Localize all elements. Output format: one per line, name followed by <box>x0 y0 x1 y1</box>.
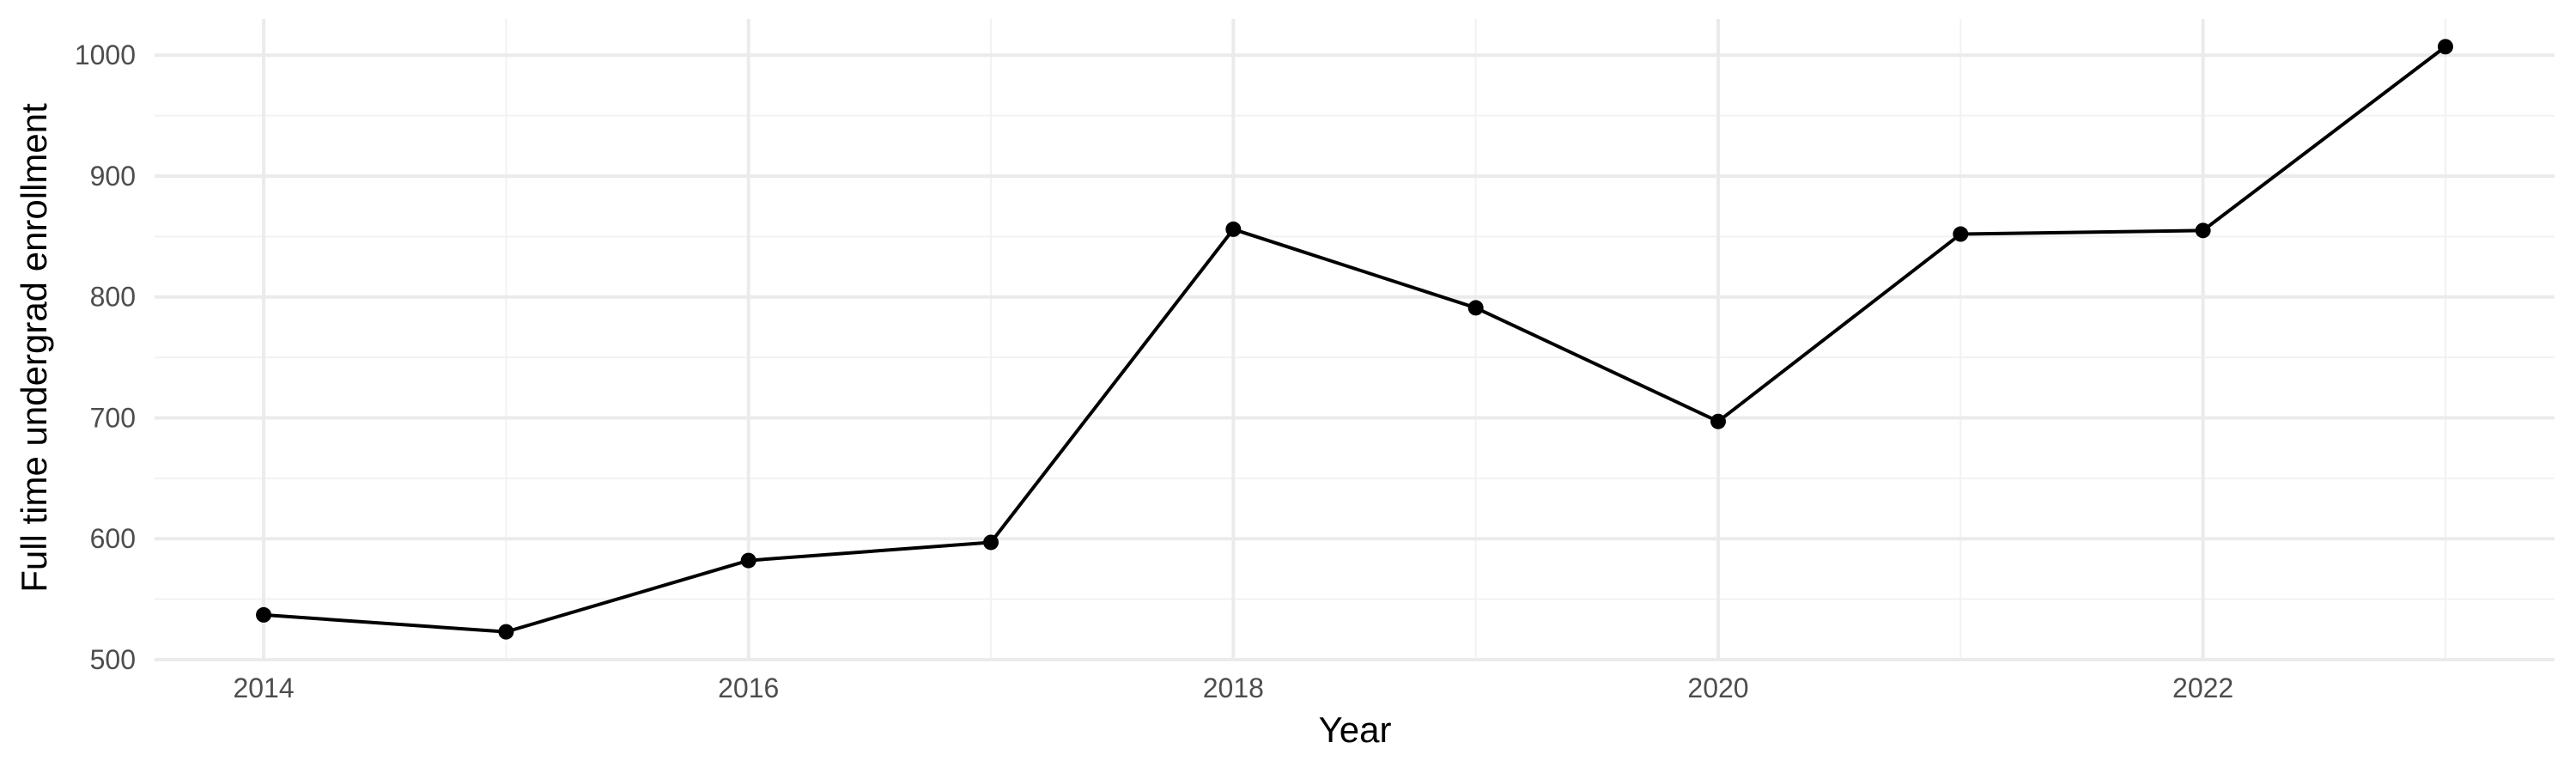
data-point <box>1710 413 1726 429</box>
y-tick-label: 600 <box>90 523 136 554</box>
data-point <box>740 552 756 569</box>
data-point <box>2437 39 2453 55</box>
series-line <box>262 45 2447 634</box>
data-point <box>1467 300 1484 316</box>
data-point <box>498 624 514 640</box>
y-axis-tick-labels: 500 600 700 800 900 1000 <box>75 40 136 675</box>
y-axis-title: Full time undergrad enrollment <box>14 103 54 593</box>
data-point <box>983 534 999 551</box>
y-tick-label: 700 <box>90 402 136 433</box>
data-point <box>256 606 272 623</box>
y-tick-label: 500 <box>90 644 136 675</box>
y-tick-label: 800 <box>90 282 136 313</box>
x-tick-label: 2022 <box>2172 673 2233 703</box>
x-tick-label: 2014 <box>233 673 294 703</box>
y-tick-label: 1000 <box>75 40 136 70</box>
minor-gridlines <box>155 19 2555 660</box>
x-tick-label: 2018 <box>1203 673 1264 703</box>
series-layer <box>256 39 2453 640</box>
y-tick-label: 900 <box>90 161 136 192</box>
x-axis-title: Year <box>1319 709 1392 750</box>
x-tick-label: 2016 <box>718 673 779 703</box>
data-point <box>1953 226 1969 242</box>
data-point <box>2195 222 2211 239</box>
data-point <box>1225 221 1242 237</box>
x-axis-tick-labels: 2014 2016 2018 2020 2022 <box>233 673 2233 703</box>
major-gridlines <box>155 19 2555 661</box>
x-tick-label: 2020 <box>1687 673 1748 703</box>
